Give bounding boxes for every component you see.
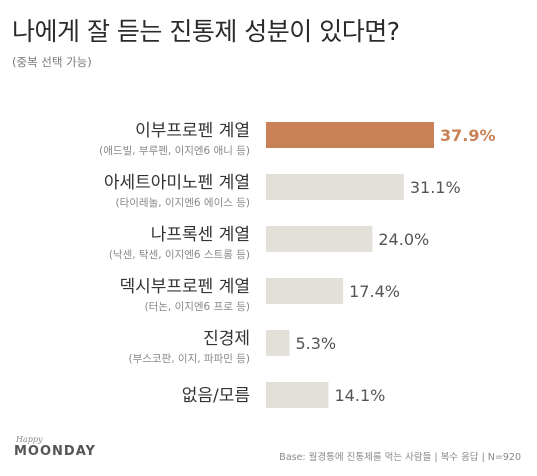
page-title: 나에게 잘 듣는 진통제 성분이 있다면?: [12, 17, 400, 46]
category-sublabel-3: (낙센, 탁센, 이지엔6 스트롱 등): [109, 249, 250, 261]
bar-4: [266, 278, 344, 304]
bar-6: [266, 382, 329, 408]
bar-3: [266, 226, 373, 252]
value-label-3: 24.0%: [378, 230, 429, 249]
category-sublabel-1: (애드빌, 부루펜, 이지엔6 애니 등): [99, 145, 250, 157]
category-sublabel-5: (부스코판, 이지, 파파민 등): [129, 353, 250, 365]
value-label-5: 5.3%: [295, 334, 336, 353]
value-label-6: 14.1%: [335, 386, 386, 405]
category-label-6: 없음/모름: [182, 386, 250, 406]
logo-script-text: Happy: [16, 435, 43, 444]
bar-5: [266, 330, 290, 356]
category-label-2: 아세트아미노펜 계열: [104, 173, 250, 193]
category-label-3: 나프록센 계열: [151, 225, 250, 245]
bar-2: [266, 174, 404, 200]
logo-main-text: MOONDAY: [14, 444, 96, 459]
category-label-5: 진경제: [203, 329, 250, 349]
value-label-1: 37.9%: [440, 126, 496, 145]
category-label-1: 이부프로펜 계열: [135, 121, 250, 141]
category-label-4: 덱시부프로펜 계열: [119, 277, 250, 297]
value-label-4: 17.4%: [349, 282, 400, 301]
bar-1: [266, 122, 434, 148]
category-sublabel-2: (타이레놀, 이지엔6 에이스 등): [116, 197, 250, 209]
footer-note: Base: 월경통에 진통제를 먹는 사람들 | 복수 응답 | N=920: [279, 452, 521, 463]
category-sublabel-4: (터논, 이지엔6 프로 등): [144, 301, 250, 313]
value-label-2: 31.1%: [410, 178, 461, 197]
page-subtitle: (중복 선택 가능): [12, 55, 92, 69]
brand-logo: Happy MOONDAY: [14, 436, 96, 460]
